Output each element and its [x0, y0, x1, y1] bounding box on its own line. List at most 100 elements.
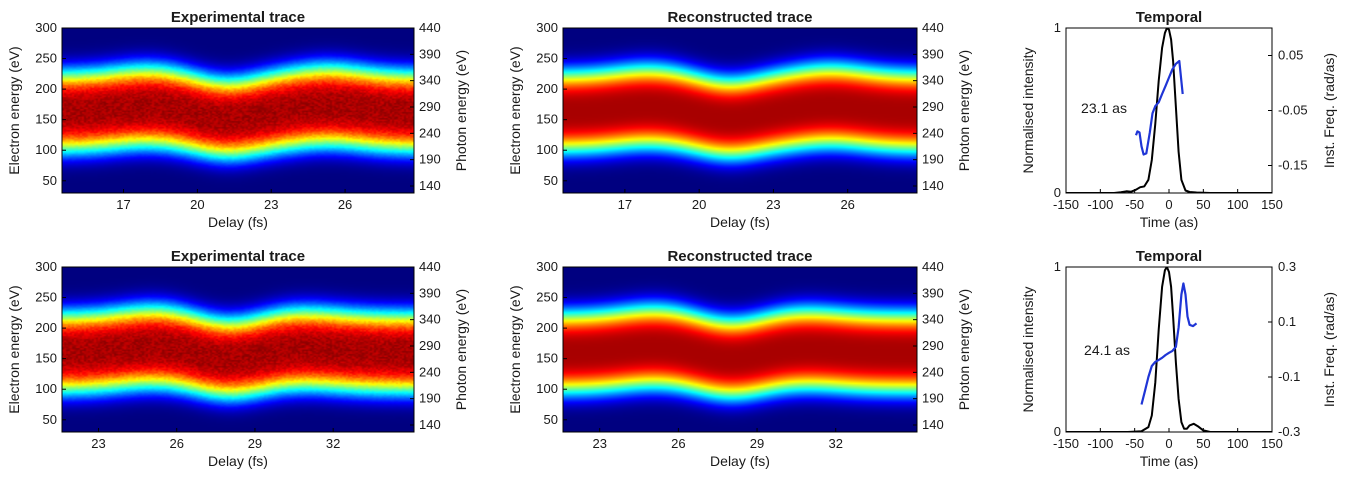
y-right-tick-label: 0.05 — [1278, 48, 1303, 63]
x-tick-label: 26 — [840, 197, 854, 212]
y-right-tick-label: 140 — [922, 417, 944, 432]
plot-frame — [61, 266, 415, 433]
y-tick-label: 100 — [35, 142, 57, 157]
x-tick-label: -150 — [1053, 436, 1079, 451]
y-right-tick-label: -0.1 — [1278, 369, 1300, 384]
x-tick-label: -50 — [1125, 197, 1144, 212]
y-tick-label: 200 — [536, 320, 558, 335]
y-right-axis-label: Photon energy (eV) — [956, 50, 972, 171]
y-tick-label: 200 — [35, 81, 57, 96]
x-tick-label: 17 — [116, 197, 130, 212]
y-tick-label: 100 — [536, 142, 558, 157]
figure-content: 17 20 23 2650100150200250300140190240290340… — [6, 9, 1337, 469]
y-right-tick-label: 440 — [419, 20, 441, 35]
x-tick-label: 23 — [592, 436, 606, 451]
heatmap-image — [563, 28, 917, 193]
y-tick-label: 50 — [544, 173, 558, 188]
y-tick-label: 250 — [35, 290, 57, 305]
y-axis-label: Normalised intensity — [1020, 47, 1036, 173]
y-tick-label: 300 — [536, 20, 558, 35]
y-right-tick-label: 0.1 — [1278, 314, 1296, 329]
x-tick-label: -100 — [1087, 197, 1113, 212]
y-right-tick-label: 390 — [419, 46, 441, 61]
y-tick-label: 1 — [1054, 20, 1061, 35]
y-tick-label: 300 — [536, 259, 558, 274]
panel-title: Temporal — [1136, 9, 1202, 26]
duration-annotation: 23.1 as — [1081, 100, 1127, 116]
panel-3: -150 -100 -50 0 50 100 150 0 1 0.05 -0.05 -0.15 23.1… — [1020, 9, 1337, 230]
y-tick-label: 150 — [536, 112, 558, 127]
y-axis-label: Normalised intensity — [1020, 286, 1036, 412]
x-axis-label: Delay (fs) — [710, 453, 770, 469]
y-right-tick-label: 440 — [922, 259, 944, 274]
y-right-tick-label: 290 — [419, 99, 441, 114]
inst-frequency-line — [1140, 282, 1198, 405]
y-right-tick-label: 140 — [419, 178, 441, 193]
x-tick-label: 20 — [190, 197, 204, 212]
x-axis-label: Delay (fs) — [710, 214, 770, 230]
panel-2: 17 20 23 26 50 100 150 200 250 300 140 190 240 290 340… — [507, 9, 972, 230]
x-tick-label: 100 — [1227, 197, 1249, 212]
y-right-axis-label: Photon energy (eV) — [453, 289, 469, 410]
x-tick-label: 26 — [169, 436, 183, 451]
x-tick-label: 50 — [1196, 436, 1210, 451]
y-tick-label: 200 — [35, 320, 57, 335]
x-tick-label: 32 — [326, 436, 340, 451]
y-tick-label: 100 — [35, 381, 57, 396]
panel-title: Experimental trace — [171, 248, 305, 265]
intensity-line — [1066, 267, 1272, 432]
y-right-tick-label: 140 — [922, 178, 944, 193]
x-tick-label: 26 — [338, 197, 352, 212]
y-right-tick-label: 240 — [922, 125, 944, 140]
x-axis-label: Time (as) — [1140, 214, 1199, 230]
y-axis-label: Electron energy (eV) — [6, 285, 22, 413]
y-right-tick-label: 390 — [922, 285, 944, 300]
y-right-axis-label: Photon energy (eV) — [453, 50, 469, 171]
y-right-tick-label: 190 — [922, 391, 944, 406]
y-tick-label: 150 — [35, 351, 57, 366]
x-axis-label: Time (as) — [1140, 453, 1199, 469]
x-tick-label: 23 — [264, 197, 278, 212]
y-right-tick-label: 190 — [922, 152, 944, 167]
y-tick-label: 250 — [536, 290, 558, 305]
y-right-tick-label: -0.05 — [1278, 103, 1308, 118]
plot-frame — [61, 27, 415, 194]
y-tick-label: 100 — [536, 381, 558, 396]
y-tick-label: 0 — [1054, 424, 1061, 439]
y-right-tick-label: 140 — [419, 417, 441, 432]
heatmap-image — [62, 267, 414, 432]
y-right-axis-label: Photon energy (eV) — [956, 289, 972, 410]
y-right-tick-label: 440 — [922, 20, 944, 35]
y-right-tick-label: 190 — [419, 152, 441, 167]
x-axis-label: Delay (fs) — [208, 214, 268, 230]
x-tick-label: 100 — [1227, 436, 1249, 451]
heatmap-image — [62, 28, 414, 193]
panel-1: 17 20 23 26 50 100 150 200 250 300 140 190 240 290 340… — [6, 9, 469, 230]
y-tick-label: 300 — [35, 259, 57, 274]
x-tick-label: 20 — [692, 197, 706, 212]
y-tick-label: 1 — [1054, 259, 1061, 274]
x-tick-label: 23 — [766, 197, 780, 212]
x-tick-label: 26 — [671, 436, 685, 451]
plot-frame — [562, 266, 918, 433]
x-tick-label: 0 — [1165, 197, 1172, 212]
y-tick-label: 50 — [544, 412, 558, 427]
panel-5: 23 26 29 32 50 100 150 200 250 300 140 190 240 290 340… — [507, 248, 972, 469]
y-right-tick-label: 240 — [419, 125, 441, 140]
y-tick-label: 150 — [35, 112, 57, 127]
y-tick-label: 150 — [536, 351, 558, 366]
y-right-tick-label: 390 — [922, 46, 944, 61]
y-right-tick-label: 390 — [419, 285, 441, 300]
y-right-tick-label: 190 — [419, 391, 441, 406]
x-tick-label: 0 — [1165, 436, 1172, 451]
y-right-tick-label: 0.3 — [1278, 259, 1296, 274]
x-tick-label: 32 — [828, 436, 842, 451]
intensity-line — [1066, 28, 1272, 193]
x-tick-label: 29 — [248, 436, 262, 451]
x-tick-label: 29 — [750, 436, 764, 451]
y-right-tick-label: 340 — [922, 73, 944, 88]
y-right-tick-label: 290 — [419, 338, 441, 353]
y-right-tick-label: -0.15 — [1278, 158, 1308, 173]
y-tick-label: 50 — [43, 412, 57, 427]
